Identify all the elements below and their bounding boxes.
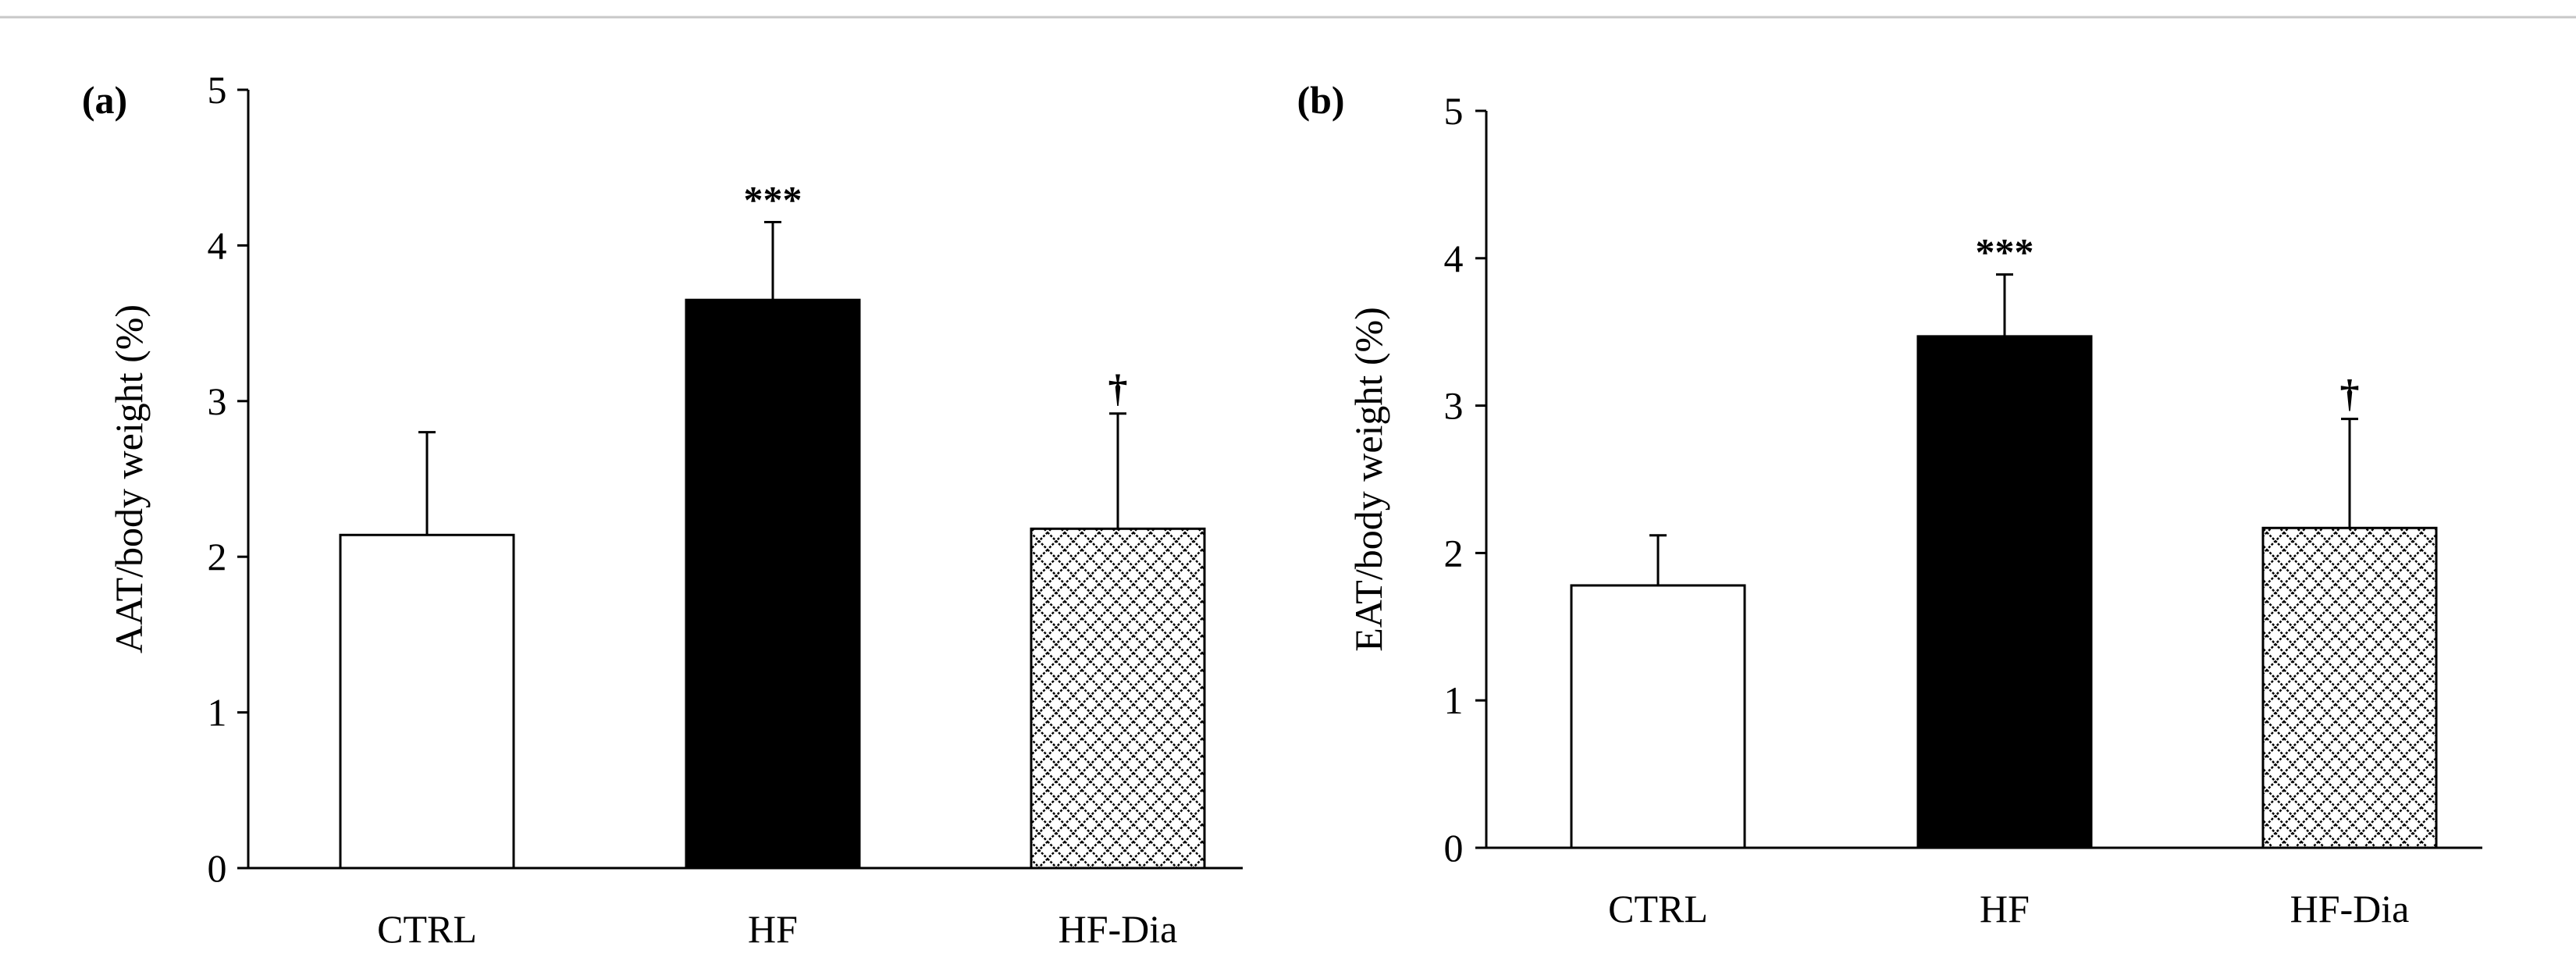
bar-a-0: [339, 533, 515, 870]
y-tick-label-a-5: 5: [208, 68, 227, 112]
panel-a: 0 1 2 3 4 5 CTRL *** HF † HF-Dia AAT/body weight (%…: [82, 68, 1243, 951]
y-tick-label-b-4: 4: [1444, 237, 1464, 280]
y-tick-label-b-1: 1: [1444, 678, 1464, 722]
category-label-a-0: CTRL: [377, 907, 477, 951]
category-label-a-2: HF-Dia: [1059, 907, 1178, 951]
bar-b-1: [1916, 335, 2093, 849]
bar-a-2: [1030, 527, 1206, 870]
category-label-b-0: CTRL: [1608, 887, 1708, 931]
significance-label-b-2: †: [2340, 372, 2360, 415]
bar-b-2: [2261, 526, 2438, 849]
y-tick-label-a-1: 1: [208, 691, 227, 735]
category-label-b-1: HF: [1980, 887, 2030, 931]
bar-a-1: [685, 298, 861, 870]
y-tick-label-a-3: 3: [208, 379, 227, 423]
y-tick-label-b-0: 0: [1444, 826, 1464, 870]
y-tick-label-a-0: 0: [208, 846, 227, 890]
panel-label-b: (b): [1297, 78, 1344, 122]
y-tick-label-a-2: 2: [208, 535, 227, 578]
category-label-a-1: HF: [748, 907, 798, 951]
y-tick-label-a-4: 4: [208, 223, 227, 267]
significance-label-a-2: †: [1108, 366, 1128, 410]
significance-label-b-1: ***: [1976, 230, 2034, 274]
panel-label-a: (a): [82, 78, 127, 122]
bar-b-0: [1570, 584, 1746, 849]
y-tick-label-b-2: 2: [1444, 531, 1464, 575]
category-label-b-2: HF-Dia: [2290, 887, 2410, 931]
y-tick-label-b-3: 3: [1444, 384, 1464, 428]
panel-b: 0 1 2 3 4 5 CTRL *** HF † HF-Dia EAT/body weight (%…: [1297, 78, 2482, 931]
y-axis-title-a: AAT/body weight (%): [107, 304, 151, 653]
y-tick-label-b-5: 5: [1444, 89, 1464, 133]
significance-label-a-1: ***: [744, 177, 802, 221]
y-axis-title-b: EAT/body weight (%): [1347, 307, 1390, 652]
